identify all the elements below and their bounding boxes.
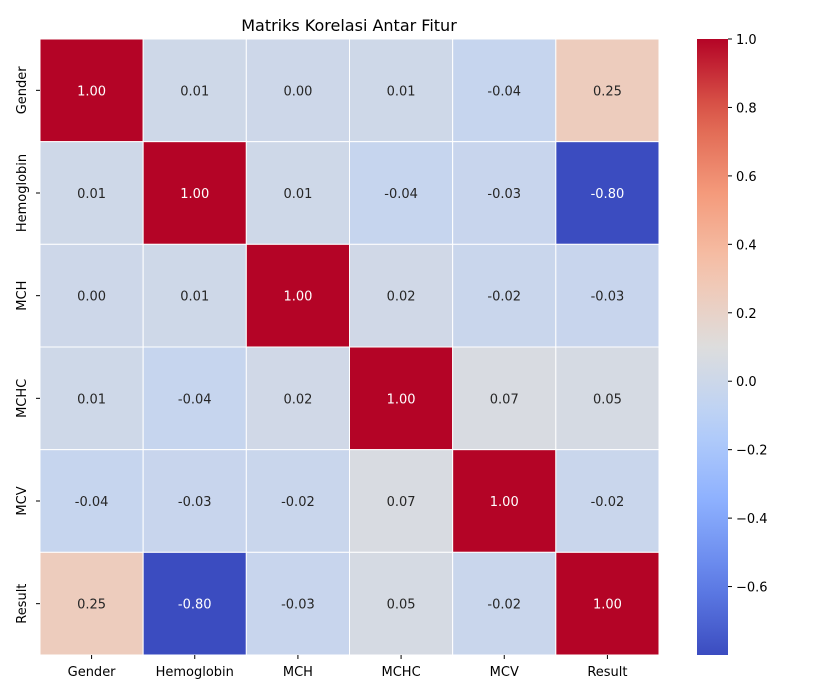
x-tick-label: Result xyxy=(587,665,627,680)
colorbar-tick-label: 1.0 xyxy=(736,33,757,48)
heatmap-cell xyxy=(142,243,247,348)
heatmap-cell xyxy=(349,141,454,245)
cell-value-label: 0.25 xyxy=(77,598,106,613)
heatmap-cell xyxy=(452,346,557,451)
x-tick-label: Hemoglobin xyxy=(156,665,234,680)
heatmap-cell xyxy=(452,449,557,553)
x-tick-label: MCH xyxy=(283,665,313,680)
cell-value-label: 1.00 xyxy=(283,290,312,305)
heatmap-cell xyxy=(349,38,454,143)
cell-value-label: 0.07 xyxy=(387,495,416,510)
cell-value-label: -0.04 xyxy=(487,84,521,99)
heatmap-cell xyxy=(245,243,350,348)
cell-value-label: -0.04 xyxy=(75,495,109,510)
heatmap-cell xyxy=(349,243,454,348)
x-tick-label: Gender xyxy=(68,665,117,680)
heatmap-cell xyxy=(349,346,454,451)
colorbar-tick-label: −0.4 xyxy=(736,512,768,527)
chart-title: Matriks Korelasi Antar Fitur xyxy=(241,16,457,35)
heatmap-cell xyxy=(245,346,350,451)
cell-value-label: -0.02 xyxy=(591,495,625,510)
colorbar-tick-label: −0.6 xyxy=(736,581,768,596)
heatmap-cell xyxy=(555,38,660,143)
cell-value-label: 0.00 xyxy=(77,290,106,305)
heatmap-cell xyxy=(452,551,557,656)
cell-value-label: 1.00 xyxy=(77,84,106,99)
cell-value-label: -0.02 xyxy=(487,598,521,613)
cell-value-label: 0.02 xyxy=(387,290,416,305)
heatmap-cell xyxy=(349,449,454,553)
heatmap-cells: 1.00 0.01 0.00 0.01 -0.04 0.25 0.01 1.00 0.01 -0.… xyxy=(39,38,660,656)
colorbar-gradient xyxy=(697,39,728,655)
cell-value-label: -0.02 xyxy=(487,290,521,305)
y-tick-label: MCHC xyxy=(15,379,30,418)
heatmap-cell xyxy=(142,141,247,245)
heatmap-cell xyxy=(555,346,660,451)
heatmap-cell xyxy=(39,38,144,143)
heatmap-cell xyxy=(452,38,557,143)
heatmap-cell xyxy=(142,38,247,143)
cell-value-label: 0.01 xyxy=(180,290,209,305)
heatmap-cell xyxy=(142,346,247,451)
heatmap-cell xyxy=(555,551,660,656)
y-tick-label: Hemoglobin xyxy=(15,154,30,232)
heatmap-cell xyxy=(555,243,660,348)
colorbar-tick-label: −0.2 xyxy=(736,444,768,459)
y-tick-label: Result xyxy=(15,584,30,624)
cell-value-label: 0.05 xyxy=(593,392,622,407)
cell-value-label: 0.01 xyxy=(77,392,106,407)
colorbar-tick-label: 0.4 xyxy=(736,238,757,253)
cell-value-label: -0.80 xyxy=(591,187,625,202)
cell-value-label: 0.00 xyxy=(283,84,312,99)
y-axis: Gender Hemoglobin MCH MCHC MCV Result xyxy=(15,66,40,624)
x-axis: Gender Hemoglobin MCH MCHC MCV Result xyxy=(68,655,628,680)
colorbar-tick-label: 0.2 xyxy=(736,307,757,322)
cell-value-label: 1.00 xyxy=(593,598,622,613)
colorbar-tick-label: 0.0 xyxy=(736,375,757,390)
x-tick-label: MCHC xyxy=(382,665,421,680)
y-tick-label: MCH xyxy=(15,281,30,311)
heatmap-cell xyxy=(452,243,557,348)
heatmap-cell xyxy=(39,243,144,348)
cell-value-label: 0.01 xyxy=(387,84,416,99)
cell-value-label: 0.25 xyxy=(593,84,622,99)
cell-value-label: -0.03 xyxy=(591,290,625,305)
colorbar-tick-label: 0.6 xyxy=(736,170,757,185)
heatmap-cell xyxy=(39,551,144,656)
cell-value-label: -0.04 xyxy=(178,392,212,407)
heatmap-cell xyxy=(245,449,350,553)
cell-value-label: -0.80 xyxy=(178,598,212,613)
cell-value-label: -0.04 xyxy=(384,187,418,202)
x-tick-label: MCV xyxy=(490,665,519,680)
colorbar-tick-label: 0.8 xyxy=(736,101,757,116)
heatmap-cell xyxy=(555,141,660,245)
cell-value-label: 0.01 xyxy=(77,187,106,202)
colorbar: 1.0 0.8 0.6 0.4 0.2 0.0 −0.2 −0.4 −0.6 xyxy=(697,33,768,655)
cell-value-label: 0.01 xyxy=(283,187,312,202)
cell-value-label: -0.03 xyxy=(281,598,315,613)
cell-value-label: -0.02 xyxy=(281,495,315,510)
cell-value-label: 1.00 xyxy=(180,187,209,202)
cell-value-label: 1.00 xyxy=(490,495,519,510)
cell-value-label: -0.03 xyxy=(178,495,212,510)
y-tick-label: MCV xyxy=(15,486,30,515)
y-tick-label: Gender xyxy=(15,66,30,115)
heatmap-cell xyxy=(39,346,144,451)
cell-value-label: 0.07 xyxy=(490,392,519,407)
cell-value-label: 0.01 xyxy=(180,84,209,99)
cell-value-label: -0.03 xyxy=(487,187,521,202)
cell-value-label: 0.05 xyxy=(387,598,416,613)
cell-value-label: 0.02 xyxy=(283,392,312,407)
cell-value-label: 1.00 xyxy=(387,392,416,407)
heatmap-cell xyxy=(39,449,144,553)
heatmap-cell xyxy=(555,449,660,553)
heatmap-cell xyxy=(245,38,350,143)
